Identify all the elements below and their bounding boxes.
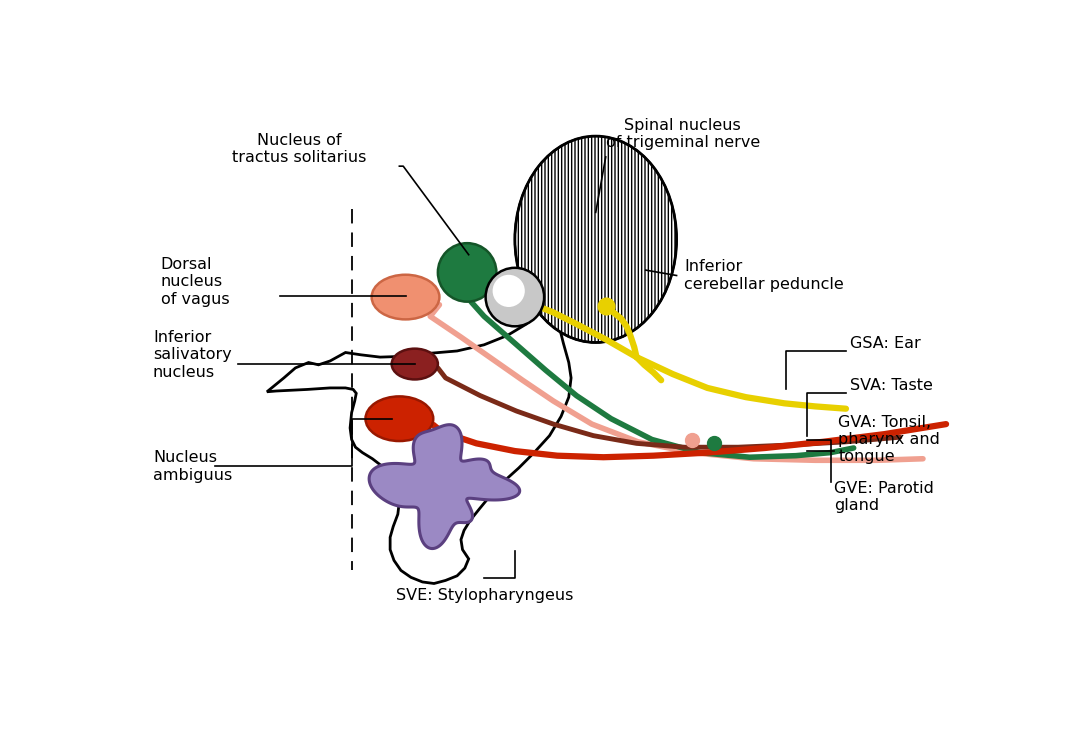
Ellipse shape — [366, 396, 434, 441]
Ellipse shape — [392, 348, 438, 380]
Circle shape — [486, 267, 544, 326]
Polygon shape — [369, 425, 520, 548]
Text: Dorsal
nucleus
of vagus: Dorsal nucleus of vagus — [161, 257, 230, 307]
Text: Nucleus
ambiguus: Nucleus ambiguus — [153, 450, 232, 483]
Text: GSA: Ear: GSA: Ear — [850, 336, 920, 351]
Ellipse shape — [515, 136, 677, 343]
Text: Inferior
salivatory
nucleus: Inferior salivatory nucleus — [153, 330, 232, 380]
Ellipse shape — [371, 275, 439, 319]
Text: SVE: Stylopharyngeus: SVE: Stylopharyngeus — [396, 588, 573, 603]
Text: SVA: Taste: SVA: Taste — [850, 378, 932, 393]
Text: Nucleus of
tractus solitarius: Nucleus of tractus solitarius — [232, 133, 367, 166]
Circle shape — [493, 275, 524, 307]
Text: Inferior
cerebellar peduncle: Inferior cerebellar peduncle — [684, 259, 844, 292]
Text: GVE: Parotid
gland: GVE: Parotid gland — [834, 481, 934, 513]
Text: GVA: Tonsil,
pharynx and
tongue: GVA: Tonsil, pharynx and tongue — [838, 415, 940, 464]
Circle shape — [438, 243, 496, 302]
Text: Spinal nucleus
of trigeminal nerve: Spinal nucleus of trigeminal nerve — [605, 117, 760, 150]
